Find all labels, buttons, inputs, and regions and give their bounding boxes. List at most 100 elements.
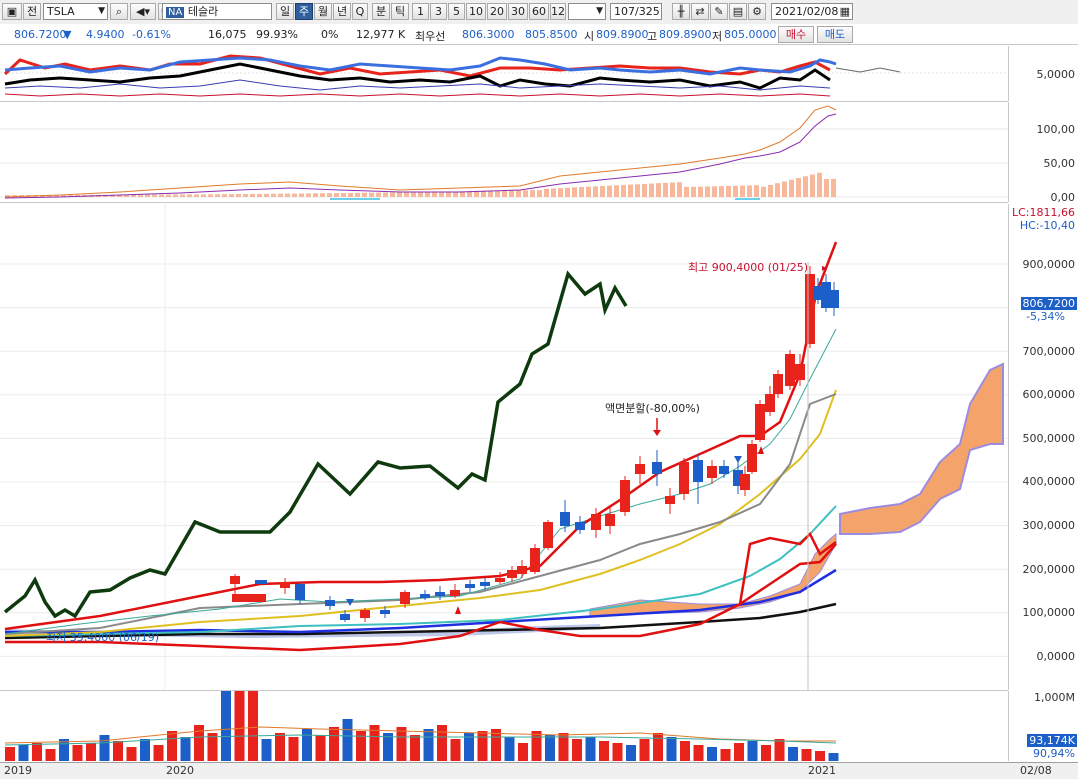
histogram-bar (684, 186, 689, 197)
envelope-lower (5, 543, 837, 652)
compare-icon[interactable]: ⇄ (691, 3, 709, 20)
candle-body (605, 514, 615, 526)
histogram-bar (446, 191, 451, 197)
num-20[interactable]: 20 (487, 3, 507, 20)
zero-percent: 0% (321, 28, 339, 41)
histogram-bar (649, 183, 654, 197)
indicator-line-red (3, 54, 831, 78)
volume-bar (626, 745, 636, 761)
histogram-bar (250, 193, 255, 197)
period-quarter[interactable]: Q (352, 3, 368, 20)
candle-body (765, 394, 775, 412)
volume-bar (153, 745, 164, 761)
expand-icon[interactable]: ▣ (2, 3, 22, 20)
histogram-bar (390, 192, 395, 197)
save-icon[interactable]: ▤ (729, 3, 747, 20)
volume-bar (707, 747, 717, 761)
mid-scale-50: 50,00 (1043, 157, 1076, 170)
histogram-bar (488, 190, 493, 197)
histogram-bar (418, 192, 423, 197)
histogram-bar (530, 190, 535, 197)
num-30[interactable]: 30 (508, 3, 528, 20)
volume-bar (207, 733, 218, 761)
histogram-bar (264, 193, 269, 197)
num-5[interactable]: 5 (448, 3, 465, 20)
tick-button[interactable]: 틱 (391, 3, 409, 20)
date-2019: 2019 (4, 764, 32, 777)
draw-icon[interactable]: ✎ (710, 3, 728, 20)
histogram (5, 172, 836, 197)
search-icon[interactable]: ⌕ (110, 3, 128, 20)
date-field[interactable]: 2021/02/08 ▦ (771, 3, 853, 20)
histogram-bar (614, 185, 619, 197)
histogram-bar (362, 192, 367, 197)
prev-button[interactable]: 전 (23, 3, 41, 20)
scale-700: 700,0000 (1022, 345, 1076, 358)
hc-label: HC:-10,40 (1019, 219, 1075, 232)
lc-label: LC:1811,66 (1011, 206, 1075, 219)
period-year[interactable]: 년 (333, 3, 351, 20)
custom-period-input[interactable]: ▼ (568, 3, 606, 20)
volume-bars (5, 691, 839, 761)
best-bid: 806.3000 (462, 28, 515, 41)
scale-500: 500,0000 (1022, 432, 1076, 445)
candle-body (435, 592, 445, 596)
period-month[interactable]: 월 (314, 3, 332, 20)
split-arrowhead-icon (653, 430, 661, 436)
histogram-bar (152, 194, 157, 197)
histogram-bar (663, 182, 668, 197)
candle-body (821, 282, 831, 308)
bars-icon[interactable]: ╫ (672, 3, 690, 20)
minute-button[interactable]: 분 (372, 3, 390, 20)
histogram-bar (551, 188, 556, 197)
stock-name: 테슬라 (187, 5, 219, 18)
period-week[interactable]: 주 (295, 3, 313, 20)
vol-scale-max: 1,000M (1034, 691, 1075, 704)
candle-body (480, 582, 490, 586)
volume-bar (828, 753, 839, 761)
num-10[interactable]: 10 (466, 3, 486, 20)
histogram-bar (376, 192, 381, 197)
candle-body (591, 514, 601, 530)
candle-body (693, 460, 703, 482)
histogram-bar (621, 184, 626, 197)
ma-thin-green (4, 328, 837, 635)
histogram-bar (600, 186, 605, 197)
volume-bar (680, 741, 690, 761)
candle-body (652, 462, 662, 474)
histogram-bar (558, 188, 563, 197)
num-3[interactable]: 3 (430, 3, 447, 20)
dropdown-arrow-icon[interactable]: ▼ (98, 6, 105, 16)
sell-button[interactable]: 매도 (817, 26, 853, 43)
date-axis: 2019 2020 2021 02/08 (0, 762, 1078, 779)
dropdown-arrow-icon[interactable]: ▼ (596, 6, 603, 16)
main-price-pane: 최고 900,4000 (01/25) ▸ 액면분할(-80,00%) 최저 3… (0, 204, 1008, 691)
period-day[interactable]: 일 (276, 3, 294, 20)
volume-bar (59, 739, 69, 761)
histogram-bar (607, 185, 612, 197)
speaker-icon[interactable]: ◀▾ (130, 3, 156, 20)
num-1[interactable]: 1 (412, 3, 429, 20)
name-field[interactable]: NA 테슬라 (162, 3, 272, 20)
histogram-bar (124, 194, 129, 197)
volume-bar (396, 727, 407, 761)
histogram-bar (285, 193, 290, 197)
histogram-bar (726, 185, 731, 197)
buy-button[interactable]: 매수 (778, 26, 814, 43)
counter-field[interactable]: 107/325 (610, 3, 662, 20)
volume-ma-orange (4, 726, 836, 744)
gear-icon[interactable]: ⚙ (748, 3, 766, 20)
histogram-bar (369, 192, 374, 197)
volume-bar (369, 725, 380, 761)
symbol-input[interactable]: TSLA ▼ (43, 3, 108, 20)
histogram-bar (110, 194, 115, 197)
num-60[interactable]: 60 (529, 3, 549, 20)
mid-scale-100: 100,00 (1036, 123, 1076, 136)
histogram-bar (460, 191, 465, 197)
num-120[interactable]: 120 (550, 3, 566, 20)
candle-body (380, 610, 390, 614)
indicator-line-crimson (4, 93, 831, 97)
calendar-icon[interactable]: ▦ (839, 5, 850, 18)
candle-body (805, 274, 815, 344)
candle-body (679, 462, 689, 494)
